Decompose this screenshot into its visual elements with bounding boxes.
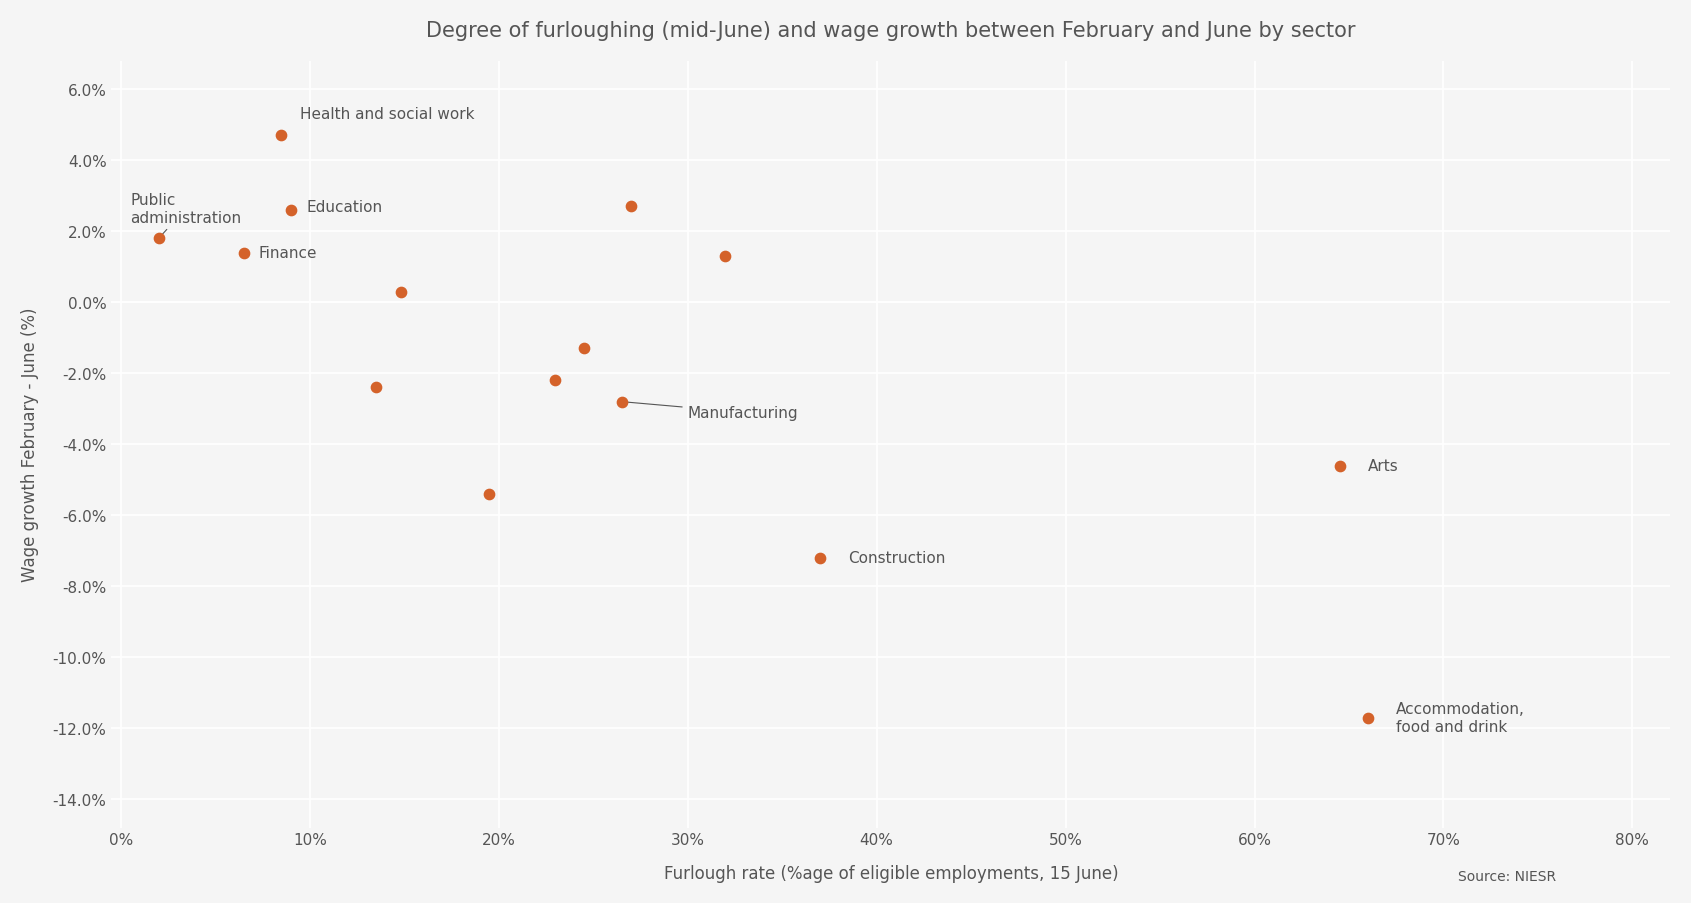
Text: Arts: Arts <box>1368 459 1398 473</box>
Title: Degree of furloughing (mid-June) and wage growth between February and June by se: Degree of furloughing (mid-June) and wag… <box>426 21 1356 41</box>
Point <box>362 381 389 396</box>
Point <box>230 246 257 260</box>
Point <box>609 395 636 409</box>
X-axis label: Furlough rate (%age of eligible employments, 15 June): Furlough rate (%age of eligible employme… <box>663 864 1118 882</box>
Text: Manufacturing: Manufacturing <box>624 403 798 420</box>
Y-axis label: Wage growth February - June (%): Wage growth February - June (%) <box>20 308 39 582</box>
Point <box>475 487 502 501</box>
Point <box>1326 459 1353 473</box>
Point <box>712 249 739 264</box>
Text: Finance: Finance <box>259 246 318 261</box>
Text: Public
administration: Public administration <box>130 193 242 237</box>
Point <box>807 551 834 565</box>
Point <box>541 374 568 388</box>
Text: Source: NIESR: Source: NIESR <box>1458 870 1556 883</box>
Point <box>570 341 597 356</box>
Point <box>1354 711 1382 725</box>
Point <box>277 203 304 218</box>
Point <box>617 200 644 214</box>
Text: Construction: Construction <box>849 551 945 565</box>
Text: Education: Education <box>306 200 382 215</box>
Text: Health and social work: Health and social work <box>301 107 475 122</box>
Text: Accommodation,
food and drink: Accommodation, food and drink <box>1397 702 1525 734</box>
Point <box>387 285 414 300</box>
Point <box>267 129 294 144</box>
Point <box>145 232 172 247</box>
